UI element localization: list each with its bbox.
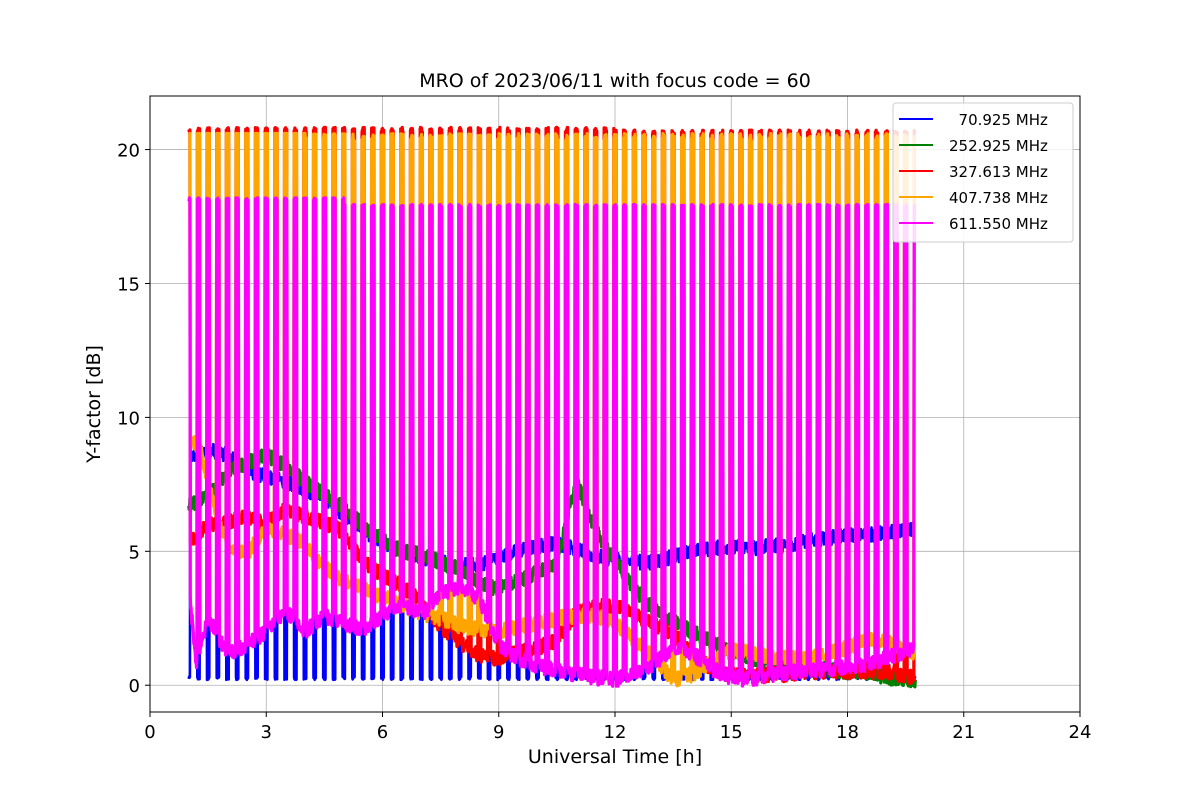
y-axis-label: Y-factor [dB] — [83, 345, 105, 464]
x-tick-label: 12 — [604, 722, 627, 743]
series-line-5 — [187, 196, 917, 688]
x-axis-label: Universal Time [h] — [528, 746, 702, 768]
series-line-4 — [187, 131, 917, 688]
legend-label: 252.925 MHz — [949, 137, 1048, 155]
y-tick-label: 5 — [129, 542, 140, 563]
x-tick-label: 0 — [144, 722, 155, 743]
axis-ticks: 0 3 6 9 12 15 18 21 24 0 5 10 15 20 — [117, 141, 1091, 743]
legend-label: 611.550 MHz — [949, 215, 1048, 233]
x-tick-label: 6 — [377, 722, 388, 743]
legend-label: 407.738 MHz — [949, 189, 1048, 207]
y-tick-label: 15 — [117, 274, 140, 295]
x-tick-label: 15 — [720, 722, 743, 743]
series-layer — [187, 125, 917, 689]
y-tick-label: 10 — [117, 408, 140, 429]
y-tick-label: 20 — [117, 141, 140, 162]
legend: 70.925 MHz 252.925 MHz 327.613 MHz 407.738 … — [892, 102, 1074, 243]
y-tick-label: 0 — [129, 676, 140, 697]
chart-title: MRO of 2023/06/11 with focus code = 60 — [419, 70, 811, 92]
x-tick-label: 3 — [261, 722, 272, 743]
x-tick-label: 24 — [1069, 722, 1092, 743]
x-tick-label: 21 — [952, 722, 975, 743]
x-tick-label: 9 — [493, 722, 504, 743]
legend-box — [892, 102, 1074, 243]
x-tick-label: 18 — [836, 722, 859, 743]
legend-label: 327.613 MHz — [949, 163, 1048, 181]
legend-label: 70.925 MHz — [949, 111, 1048, 129]
